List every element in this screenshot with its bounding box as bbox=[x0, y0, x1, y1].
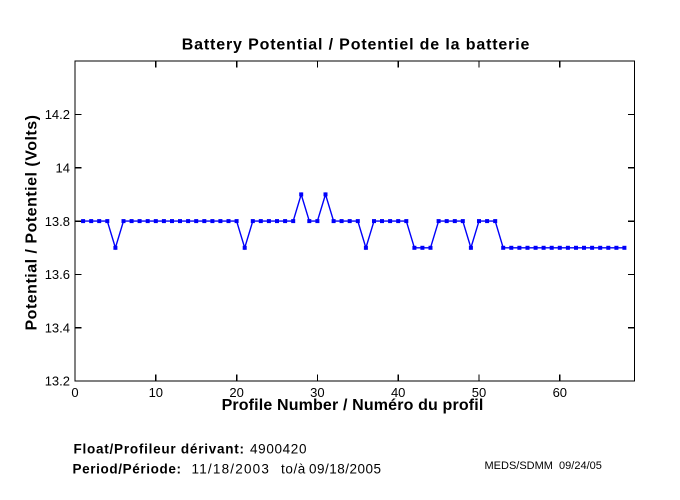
svg-text:13.2: 13.2 bbox=[45, 374, 70, 389]
svg-text:60: 60 bbox=[553, 385, 567, 400]
svg-text:Float/Profileur dérivant:: Float/Profileur dérivant: bbox=[74, 442, 245, 457]
svg-text:14.2: 14.2 bbox=[45, 107, 70, 122]
svg-text:09/18/2005: 09/18/2005 bbox=[309, 461, 382, 476]
svg-text:Potential / Potentiel (Volts): Potential / Potentiel (Volts) bbox=[24, 115, 41, 331]
svg-text:20: 20 bbox=[229, 385, 243, 400]
svg-text:30: 30 bbox=[310, 385, 324, 400]
svg-text:to/à: to/à bbox=[281, 461, 306, 476]
svg-text:10: 10 bbox=[149, 385, 163, 400]
svg-text:13.8: 13.8 bbox=[45, 214, 70, 229]
svg-text:Battery Potential / Potentiel: Battery Potential / Potentiel de la batt… bbox=[182, 37, 531, 54]
svg-text:4900420: 4900420 bbox=[250, 442, 307, 457]
svg-text:Period/Période:: Period/Période: bbox=[73, 461, 182, 476]
svg-text:40: 40 bbox=[391, 385, 405, 400]
svg-text:MEDS/SDMM 09/24/05: MEDS/SDMM 09/24/05 bbox=[485, 460, 602, 472]
svg-text:Profile Number / Numéro du pro: Profile Number / Numéro du profil bbox=[222, 397, 484, 414]
svg-text:0: 0 bbox=[71, 385, 78, 400]
svg-text:13.6: 13.6 bbox=[45, 267, 70, 282]
svg-text:13.4: 13.4 bbox=[45, 320, 70, 335]
svg-text:14: 14 bbox=[56, 161, 70, 176]
svg-text:50: 50 bbox=[472, 385, 486, 400]
svg-text:11/18/2003: 11/18/2003 bbox=[192, 461, 271, 476]
